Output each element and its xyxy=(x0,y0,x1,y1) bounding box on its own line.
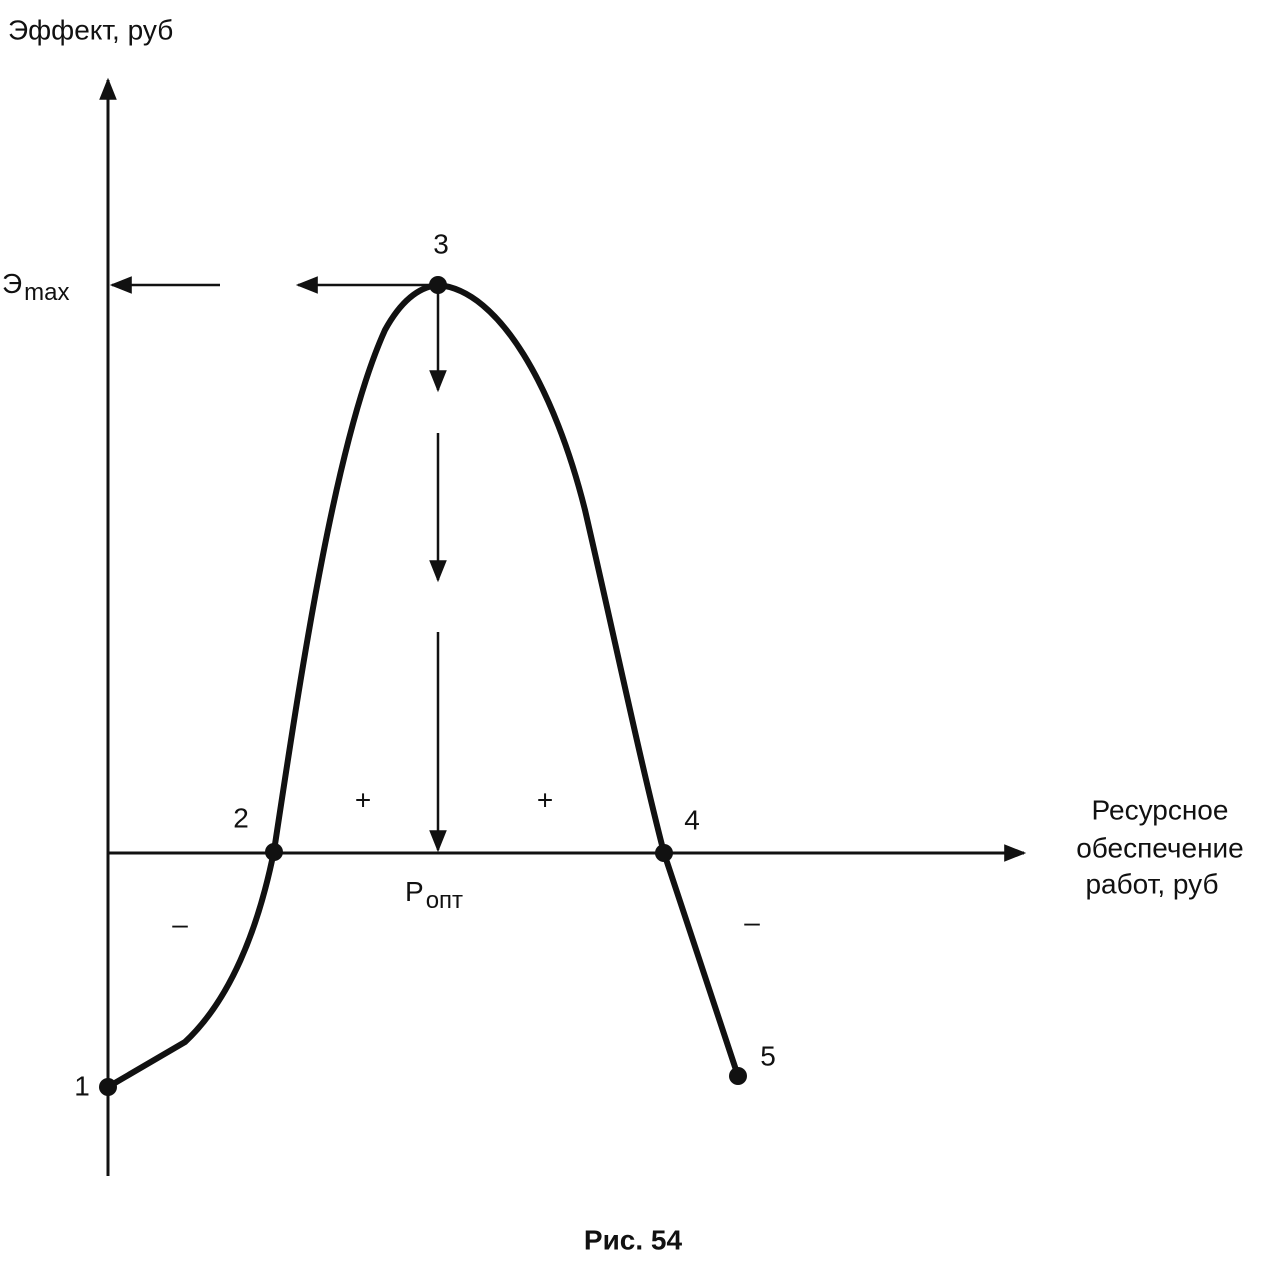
x-axis-label: обеспечение xyxy=(1076,832,1244,863)
point xyxy=(265,843,283,861)
p-opt-label: Ропт xyxy=(405,876,463,914)
point-label: 3 xyxy=(433,228,449,259)
sign: – xyxy=(744,906,760,937)
point-label: 4 xyxy=(684,804,700,835)
p-opt-main: Р xyxy=(405,876,424,907)
e-max-main: Э xyxy=(2,268,22,299)
sign: + xyxy=(537,784,553,815)
point xyxy=(729,1067,747,1085)
e-max-sub: max xyxy=(24,279,69,306)
point xyxy=(429,276,447,294)
point xyxy=(99,1078,117,1096)
point-label: 1 xyxy=(74,1070,90,1101)
point xyxy=(655,844,673,862)
point-label: 5 xyxy=(760,1040,776,1071)
x-axis-label: работ, руб xyxy=(1085,868,1218,899)
x-axis-label: Ресурсное xyxy=(1092,794,1229,825)
p-opt-sub: опт xyxy=(426,887,463,914)
point-label: 2 xyxy=(233,802,249,833)
e-max-label: Эmax xyxy=(2,268,69,306)
effect-curve xyxy=(105,282,741,1090)
sign: + xyxy=(355,784,371,815)
caption: Рис. 54 xyxy=(584,1224,683,1255)
y-axis-label: Эффект, руб xyxy=(8,14,173,45)
sign: – xyxy=(172,908,188,939)
